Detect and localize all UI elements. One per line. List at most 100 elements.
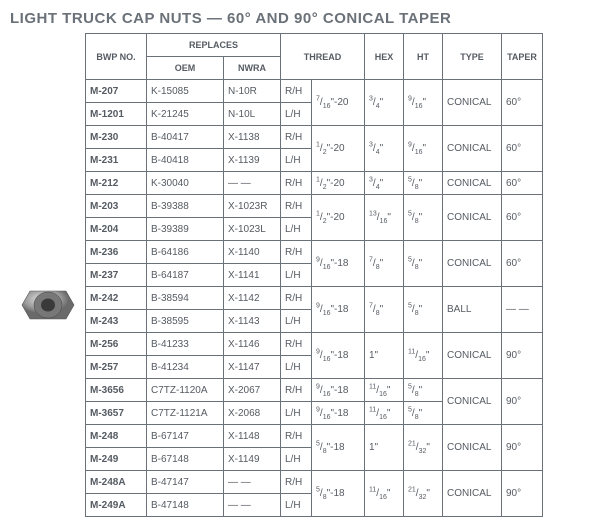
cell-hand: R/H xyxy=(281,379,312,402)
cell-oem: B-40418 xyxy=(147,149,224,172)
cell-hex: 7/8" xyxy=(365,241,404,287)
cell-oem: B-40417 xyxy=(147,126,224,149)
cell-nwra: N-10L xyxy=(224,103,281,126)
col-type: TYPE xyxy=(443,34,502,80)
cell-nwra: X-1148 xyxy=(224,425,281,448)
table-row: M-248AB-47147— —R/H5/8"-1811/16"21/32"CO… xyxy=(86,471,543,494)
capnut-table: BWP NO. REPLACES THREAD HEX HT TYPE TAPE… xyxy=(85,33,543,517)
cell-oem: B-39388 xyxy=(147,195,224,218)
table-row: M-3656C7TZ-1120AX-2067R/H9/16"-1811/16"5… xyxy=(86,379,543,402)
cell-hand: R/H xyxy=(281,126,312,149)
cell-oem: B-39389 xyxy=(147,218,224,241)
cell-oem: B-64186 xyxy=(147,241,224,264)
cell-nwra: N-10R xyxy=(224,80,281,103)
cell-type: CONICAL xyxy=(443,333,502,379)
col-replaces: REPLACES xyxy=(147,34,281,57)
cell-thread: 1/2"-20 xyxy=(312,172,365,195)
cell-bwp: M-236 xyxy=(86,241,147,264)
table-row: M-207K-15085N-10RR/H7/16"-203/4"9/16"CON… xyxy=(86,80,543,103)
col-thread: THREAD xyxy=(281,34,365,80)
cell-nwra: — — xyxy=(224,172,281,195)
cell-hand: R/H xyxy=(281,241,312,264)
cell-nwra: X-1146 xyxy=(224,333,281,356)
cell-oem: B-47147 xyxy=(147,471,224,494)
cell-oem: B-41233 xyxy=(147,333,224,356)
cell-taper: 60° xyxy=(502,126,543,172)
cell-bwp: M-242 xyxy=(86,287,147,310)
cell-hand: L/H xyxy=(281,149,312,172)
cell-ht: 11/16" xyxy=(404,333,443,379)
cell-taper: 90° xyxy=(502,333,543,379)
cell-hand: R/H xyxy=(281,425,312,448)
cell-ht: 9/16" xyxy=(404,80,443,126)
table-row: M-230B-40417X-1138R/H1/2"-203/4"9/16"CON… xyxy=(86,126,543,149)
cell-oem: B-47148 xyxy=(147,494,224,517)
cell-type: CONICAL xyxy=(443,80,502,126)
cell-thread: 9/16"-18 xyxy=(312,287,365,333)
cell-oem: C7TZ-1121A xyxy=(147,402,224,425)
cell-hand: L/H xyxy=(281,356,312,379)
cell-type: CONICAL xyxy=(443,126,502,172)
cell-nwra: X-1138 xyxy=(224,126,281,149)
cell-bwp: M-243 xyxy=(86,310,147,333)
cell-taper: 90° xyxy=(502,471,543,517)
cell-bwp: M-248A xyxy=(86,471,147,494)
col-oem: OEM xyxy=(147,57,224,80)
cell-nwra: X-1142 xyxy=(224,287,281,310)
cell-bwp: M-248 xyxy=(86,425,147,448)
cell-ht: 21/32" xyxy=(404,471,443,517)
cell-bwp: M-3656 xyxy=(86,379,147,402)
cell-oem: C7TZ-1120A xyxy=(147,379,224,402)
cell-nwra: X-2068 xyxy=(224,402,281,425)
cell-oem: B-41234 xyxy=(147,356,224,379)
cell-nwra: X-1147 xyxy=(224,356,281,379)
cell-taper: 60° xyxy=(502,172,543,195)
cell-hand: L/H xyxy=(281,218,312,241)
cell-ht: 5/8" xyxy=(404,195,443,241)
cell-nwra: — — xyxy=(224,494,281,517)
cell-nwra: X-1139 xyxy=(224,149,281,172)
cell-nwra: X-1141 xyxy=(224,264,281,287)
cell-thread: 5/8"-18 xyxy=(312,471,365,517)
cell-nwra: X-1143 xyxy=(224,310,281,333)
table-row: M-203B-39388X-1023RR/H1/2"-2013/16"5/8"C… xyxy=(86,195,543,218)
cell-type: BALL xyxy=(443,287,502,333)
cell-thread: 1/2"-20 xyxy=(312,195,365,241)
cell-hand: L/H xyxy=(281,103,312,126)
col-bwp: BWP NO. xyxy=(86,34,147,80)
cell-hand: L/H xyxy=(281,402,312,425)
cell-type: CONICAL xyxy=(443,195,502,241)
table-row: M-212K-30040— —R/H1/2"-203/4"5/8"CONICAL… xyxy=(86,172,543,195)
cell-oem: B-67147 xyxy=(147,425,224,448)
cell-nwra: — — xyxy=(224,471,281,494)
col-hex: HEX xyxy=(365,34,404,80)
cell-bwp: M-207 xyxy=(86,80,147,103)
cell-thread: 5/8"-18 xyxy=(312,425,365,471)
cell-hand: R/H xyxy=(281,287,312,310)
cell-hex: 3/4" xyxy=(365,80,404,126)
cell-hand: L/H xyxy=(281,264,312,287)
cell-thread: 9/16"-18 xyxy=(312,333,365,379)
cell-bwp: M-256 xyxy=(86,333,147,356)
cell-type: CONICAL xyxy=(443,425,502,471)
cell-bwp: M-203 xyxy=(86,195,147,218)
page-title: LIGHT TRUCK CAP NUTS — 60° AND 90° CONIC… xyxy=(10,10,581,27)
cell-bwp: M-230 xyxy=(86,126,147,149)
table-row: M-248B-67147X-1148R/H5/8"-181"21/32"CONI… xyxy=(86,425,543,448)
cell-bwp: M-212 xyxy=(86,172,147,195)
cell-taper: 60° xyxy=(502,241,543,287)
cell-hand: R/H xyxy=(281,195,312,218)
col-taper: TAPER xyxy=(502,34,543,80)
cell-taper: 90° xyxy=(502,425,543,471)
cell-type: CONICAL xyxy=(443,379,502,425)
cell-bwp: M-3657 xyxy=(86,402,147,425)
cell-hand: R/H xyxy=(281,172,312,195)
cell-hex: 3/4" xyxy=(365,126,404,172)
cell-type: CONICAL xyxy=(443,471,502,517)
cell-type: CONICAL xyxy=(443,241,502,287)
cell-ht: 21/32" xyxy=(404,425,443,471)
cell-oem: B-38594 xyxy=(147,287,224,310)
cell-ht: 9/16" xyxy=(404,126,443,172)
cell-hex: 7/8" xyxy=(365,287,404,333)
cell-hex: 11/16" xyxy=(365,471,404,517)
